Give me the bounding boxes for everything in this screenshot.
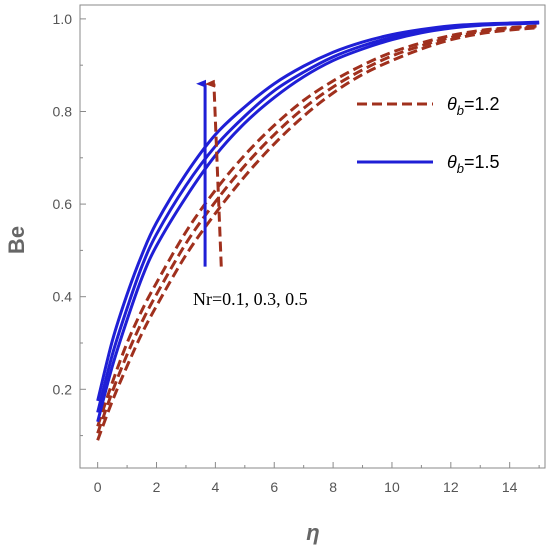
legend: θb=1.2 θb=1.5 [357, 94, 500, 176]
x-tick-label: 0 [94, 479, 102, 495]
x-tick-label: 8 [329, 479, 337, 495]
y-axis-ticks: 0.2 0.4 0.6 0.8 1.0 [53, 11, 86, 437]
x-axis-title: η [306, 520, 319, 545]
x-tick-label: 6 [270, 479, 278, 495]
arrow-layer [196, 79, 223, 267]
series-line-6 [96, 20, 540, 402]
series-line-3 [96, 24, 540, 427]
y-tick-label: 0.2 [53, 381, 73, 397]
y-tick-label: 0.8 [53, 103, 73, 119]
legend-label-1: θb=1.2 [447, 94, 500, 118]
series-line-5 [96, 21, 540, 413]
x-tick-label: 10 [384, 479, 400, 495]
y-tick-label: 0.6 [53, 196, 73, 212]
x-tick-label: 4 [211, 479, 219, 495]
series-line-1 [96, 26, 540, 441]
x-axis-ticks: 0 2 4 6 8 10 12 14 [94, 462, 540, 495]
y-tick-label: 1.0 [53, 11, 73, 27]
plot-frame [79, 4, 546, 469]
nr-arrow-2 [204, 79, 223, 267]
x-tick-label: 14 [502, 479, 518, 495]
series-layer [96, 20, 540, 441]
x-tick-label: 12 [443, 479, 459, 495]
x-tick-label: 2 [153, 479, 161, 495]
y-tick-label: 0.4 [53, 289, 73, 305]
nr-annotation: Nr=0.1, 0.3, 0.5 [193, 289, 308, 309]
legend-label-2: θb=1.5 [447, 152, 500, 176]
y-axis-title: Be [4, 226, 29, 254]
series-line-2 [96, 25, 540, 434]
